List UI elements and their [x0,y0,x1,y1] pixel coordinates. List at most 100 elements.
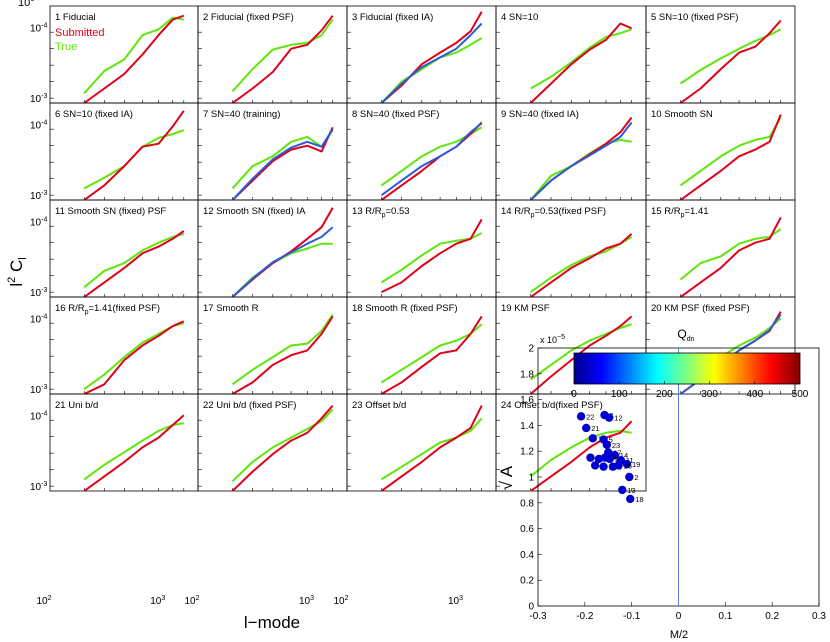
y-tick-label: 10-3 [30,93,47,105]
scatter-x-tick-label: 0 [676,611,682,622]
panel-2: 2 Fiducial (fixed PSF) [197,5,348,104]
grid-axis-labels: 100 l2 Cl l−mode 102 103 102 103 102 103 [6,0,463,632]
panel-23: 23 Offset b/d [346,393,497,492]
scatter-point-label: 5 [609,436,613,445]
panel-label: 7 SN=40 (training) [203,109,280,120]
panel-4: 4 SN=10 [495,5,647,104]
scatter-plot: x 10−5 00.20.40.60.811.21.41.61.82 -0.3-… [497,327,826,641]
scatter-y-multiplier: x 10−5 [540,334,565,345]
panel-label: 21 Uni b/d [55,400,98,411]
panel-label: 9 SN=40 (fixed IA) [501,109,579,120]
scatter-point-2 [625,472,634,482]
panel-13: 13 R/Rp=0.53 [346,199,497,298]
scatter-point-1 [605,454,614,464]
x-tick-label: 103 [150,595,165,607]
scatter-x-tick-label: -0.3 [529,611,547,622]
colorbar-tick-label: 300 [701,389,718,400]
true-series-line [231,313,334,386]
scatter-y-axis-label: √ A [497,465,516,490]
submitted-series-line [232,315,334,394]
true-series-line [380,37,483,103]
scatter-x-ticks: -0.3 -0.2 -0.1 0 0.1 0.2 0.3 [529,602,826,622]
true-series-line [529,138,632,200]
colorbar-tick-label: 0 [571,389,577,400]
true-series-line [231,408,334,483]
panel-22: 22 Uni b/d (fixed PSF) [197,393,348,492]
blue-series-line [231,128,334,200]
panel-label: 22 Uni b/d (fixed PSF) [203,400,296,411]
panel-6: 6 SN=10 (fixed IA) 10-4 10-3 [30,102,199,202]
panel-7: 7 SN=40 (training) [197,102,348,201]
blue-series-line [380,22,483,103]
submitted-series-line [83,414,185,491]
panel-15: 15 R/Rp=1.41 [645,199,796,298]
scatter-y-tick-label: 1.6 [520,395,534,406]
true-series-line [83,129,185,190]
panel-11: 11 Smooth SN (fixed) PSF 10-4 10-3 [30,199,199,299]
scatter-x-tick-label: 0.3 [812,611,826,622]
scatter-point-label: 21 [591,424,599,433]
submitted-series-line [679,114,782,200]
submitted-series-line [380,405,483,491]
scatter-x-tick-label: 0.1 [718,611,732,622]
panel-3: 3 Fiducial (fixed IA) [346,5,497,104]
panel-frame [495,393,647,492]
scatter-y-ticks: 0 0.2 0.4 0.6 0.8 1 1.2 1.4 1.6 1.8 2 [520,344,542,613]
y-tick-label: 10-3 [30,384,47,396]
panel-label: 14 R/Rp=0.53(fixed PSF) [501,206,606,219]
panel-21: 21 Uni b/d 10-4 10-3 [30,393,199,493]
panel-1: 1 Fiducial Submitted True 10-4 10-3 [30,5,199,105]
y-tick-label: 10-4 [30,216,47,228]
scatter-points: 223122115523171484201111971061621318 [576,410,644,504]
panel-label: 24 Offset b/d(fixed PSF) [501,400,603,411]
submitted-series-line [83,110,185,200]
panel-label: 10 Smooth SN [651,109,713,120]
submitted-series-line [679,217,782,297]
colorbar-tick-label: 400 [746,389,763,400]
submitted-series-line [380,11,483,103]
panel-14: 14 R/Rp=0.53(fixed PSF) [495,199,647,298]
submitted-series-line [381,315,483,394]
panel-label: 2 Fiducial (fixed PSF) [203,12,294,23]
scatter-point-12 [604,413,614,422]
panel-label: 13 R/Rp=0.53 [352,206,410,219]
submitted-series-line [83,230,185,297]
true-series-line [83,232,185,289]
submitted-series-line [530,315,633,394]
svg-text:l2 Cl: l2 Cl [6,257,29,286]
panel-9: 9 SN=40 (fixed IA) [495,102,647,201]
scatter-point-label: 14 [620,451,628,460]
panel-12: 12 Smooth SN (fixed) IA [197,199,348,298]
panel-label: 1 Fiducial [55,12,96,23]
true-series-line [530,28,632,90]
x-tick-label: 103 [448,595,463,607]
scatter-point-21 [582,423,591,433]
scatter-y-tick-label: 2 [528,344,534,355]
top-y-tick-label: 100 [18,0,35,9]
panel-label: 11 Smooth SN (fixed) PSF [55,206,166,217]
colorbar-ticks: 0 100 200 300 400 500 [571,381,809,400]
panel-label: 17 Smooth R [203,303,259,314]
submitted-series-line [381,218,483,294]
scatter-point-23 [602,440,612,449]
true-series-line [380,323,483,384]
panel-10: 10 Smooth SN [645,102,796,201]
true-series-line [380,417,483,481]
submitted-series-line [231,404,334,491]
true-series-line [530,323,632,381]
scatter-point-8 [586,453,595,462]
grid-x-axis-label: l−mode [244,613,300,632]
colorbar [573,352,801,385]
submitted-series-line [530,420,633,491]
panel-5: 5 SN=10 (fixed PSF) [645,5,796,104]
panel-label: 16 R/Rp=1.41(fixed PSF) [55,303,160,316]
scatter-point-15 [588,434,597,443]
scatter-x-axis-label: M/2 [670,629,688,641]
panel-label: 12 Smooth SN (fixed) IA [203,206,306,217]
scatter-point-7 [590,461,600,470]
blue-series-line [530,121,633,200]
true-series-line [83,16,184,94]
submitted-series-line [679,19,782,103]
panel-grid: 1 Fiducial Submitted True 10-4 10-3 2 Fiducia… [30,5,796,493]
colorbar-tick-label: 200 [656,389,673,400]
